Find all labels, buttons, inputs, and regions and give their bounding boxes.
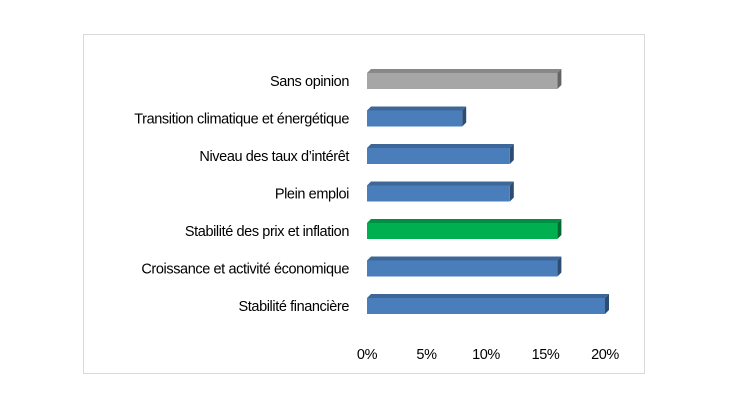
category-label: Plein emploi bbox=[275, 187, 349, 203]
bar-front-face bbox=[367, 298, 605, 314]
bar-side-face bbox=[605, 294, 609, 314]
category-label: Niveau des taux d’intérêt bbox=[199, 149, 349, 165]
bar-front-face bbox=[367, 223, 558, 239]
bar-top-face bbox=[367, 219, 562, 223]
bar-front-face bbox=[367, 148, 510, 164]
bar-front-face bbox=[367, 185, 510, 202]
bar-top-face bbox=[367, 144, 514, 148]
category-label: Stabilité financière bbox=[239, 299, 350, 315]
bar-top-face bbox=[367, 294, 609, 298]
bar-top-face bbox=[367, 69, 562, 73]
bar-front-face bbox=[367, 73, 558, 89]
bar-side-face bbox=[509, 144, 514, 164]
bar bbox=[367, 219, 562, 239]
bar-top-face bbox=[367, 256, 562, 261]
category-label: Sans opinion bbox=[270, 74, 349, 90]
x-tick-label: 20% bbox=[591, 347, 619, 363]
x-axis-ticks: 0% 5% 10% 15% 20% bbox=[357, 347, 620, 363]
category-label: Transition climatique et énergétique bbox=[134, 112, 349, 128]
bar bbox=[367, 144, 514, 164]
bar-side-face bbox=[557, 219, 562, 239]
bar bbox=[367, 106, 467, 127]
bar-side-face bbox=[462, 106, 467, 127]
category-labels: Sans opinion Transition climatique et éne… bbox=[134, 74, 350, 315]
bar-side-face bbox=[509, 181, 514, 202]
category-label: Croissance et activité économique bbox=[141, 262, 349, 278]
category-label: Stabilité des prix et inflation bbox=[185, 224, 349, 240]
bar-top-face bbox=[367, 181, 514, 186]
x-tick-label: 0% bbox=[357, 347, 378, 363]
x-tick-label: 15% bbox=[532, 347, 560, 363]
bar-front-face bbox=[367, 260, 558, 277]
bar-top-face bbox=[367, 106, 467, 111]
bar bbox=[367, 294, 609, 314]
bar-chart: Sans opinion Transition climatique et éne… bbox=[134, 69, 620, 363]
bar bbox=[367, 181, 514, 202]
bar bbox=[367, 256, 562, 277]
chart-frame: Sans opinion Transition climatique et éne… bbox=[83, 34, 645, 374]
bar-side-face bbox=[557, 69, 562, 89]
x-tick-label: 5% bbox=[416, 347, 437, 363]
bar-front-face bbox=[367, 110, 463, 127]
bar-side-face bbox=[557, 256, 562, 277]
x-tick-label: 10% bbox=[472, 347, 500, 363]
bar bbox=[367, 69, 562, 89]
bars-layer bbox=[367, 69, 609, 314]
